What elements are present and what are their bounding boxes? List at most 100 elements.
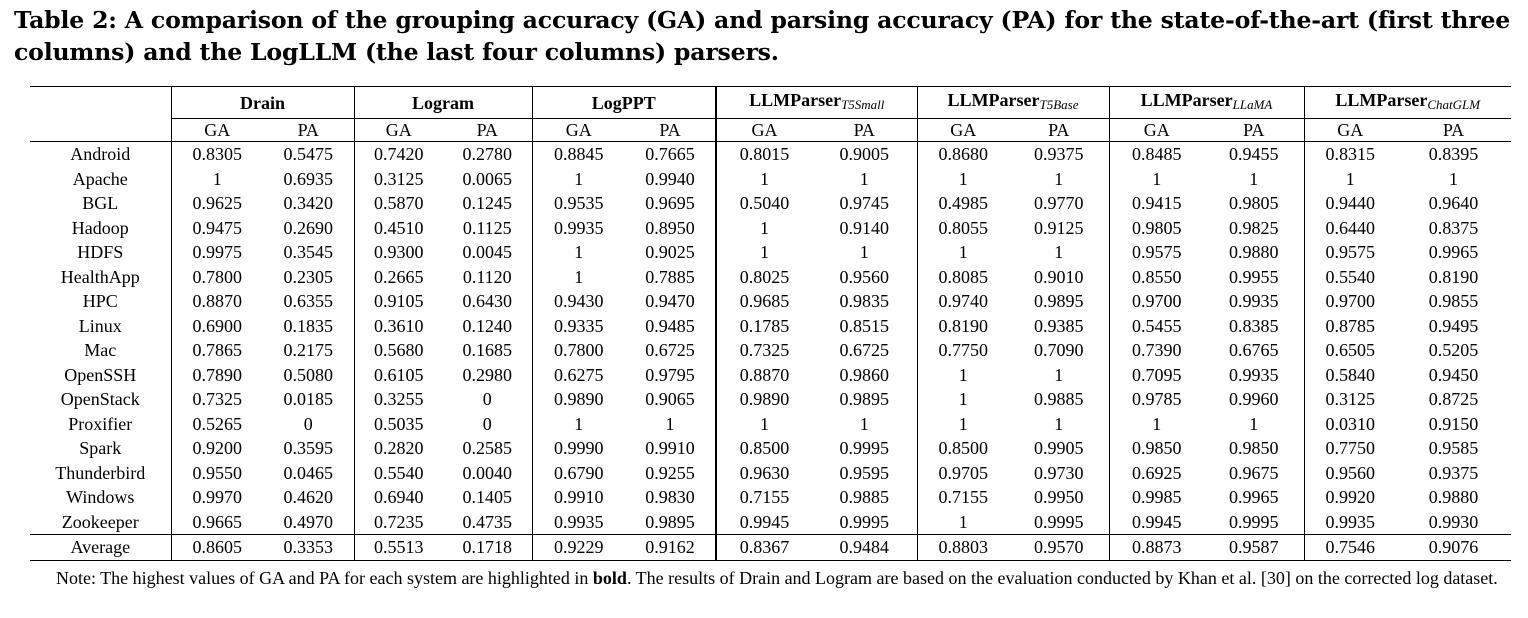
- ga-value: 0.8085: [916, 264, 1009, 289]
- ga-value: 0.3125: [353, 166, 443, 191]
- ga-value: 0.9945: [1108, 509, 1204, 535]
- metric-header: GA: [916, 118, 1009, 142]
- ga-value: 0.5870: [353, 191, 443, 216]
- ga-value: 0.9700: [1108, 289, 1204, 314]
- pa-value: 0.6725: [839, 340, 890, 360]
- pa-value: 0.4735: [462, 511, 513, 532]
- ga-value: 0.9705: [916, 460, 1009, 485]
- pa-value: 0.9935: [1229, 364, 1279, 385]
- ga-value: 1: [531, 166, 625, 191]
- pa-value: 0.9470: [645, 291, 695, 311]
- ga-value: 0.4510: [353, 215, 443, 240]
- ga-value: 0.8785: [1303, 313, 1396, 338]
- ga-value: 0.8873: [1108, 534, 1204, 561]
- ga-value: 0.9850: [1108, 436, 1204, 461]
- pa-value: 0.9940: [645, 168, 695, 189]
- pa-value: 0.9995: [839, 438, 890, 458]
- ga-value: 0.9805: [1108, 215, 1204, 240]
- dataset-name: HPC: [82, 291, 118, 311]
- pa-value: 1: [859, 413, 869, 434]
- pa-value: 0.7885: [645, 266, 695, 287]
- metric-header: PA: [812, 118, 917, 142]
- ga-value: 1: [715, 215, 812, 240]
- metric-header: PA: [1396, 118, 1511, 142]
- ga-value: 0.8315: [1303, 141, 1396, 167]
- ga-value: 1: [531, 240, 625, 265]
- ga-value: 0.2665: [353, 264, 443, 289]
- ga-value: 0.5540: [353, 460, 443, 485]
- pa-value: 0.9960: [1229, 389, 1279, 409]
- ga-value: 0.9985: [1108, 485, 1204, 510]
- dataset-name: Linux: [78, 315, 122, 336]
- pa-value: 0.3420: [283, 193, 334, 213]
- ga-value: 0.9685: [715, 289, 812, 314]
- ga-value: 0.9625: [170, 191, 263, 216]
- ga-value: 0.8870: [170, 289, 263, 314]
- ga-value: 0.9700: [1303, 289, 1396, 314]
- ga-value: 1: [715, 411, 812, 436]
- dataset-name: Spark: [79, 438, 122, 458]
- ga-value: 0.8550: [1108, 264, 1204, 289]
- pa-value: 0.9076: [1396, 534, 1511, 561]
- dataset-name: Windows: [66, 487, 135, 507]
- ga-value: 0.9665: [170, 509, 263, 535]
- metric-header-row: GA PA GA PA GA PA GA PA GA PA GA PA GA PA: [30, 118, 1511, 142]
- pa-value: 0.9855: [1428, 291, 1479, 311]
- pa-value: 1: [1054, 364, 1064, 385]
- system-header: LLMParserT5Small: [715, 86, 917, 119]
- pa-value: 1: [1054, 242, 1064, 262]
- ga-value: 0.8015: [715, 141, 812, 167]
- pa-value: 0.8375: [1428, 217, 1479, 238]
- pa-value: 0.2175: [283, 340, 334, 360]
- ga-value: 0.8803: [916, 534, 1009, 561]
- metric-header: PA: [625, 118, 716, 142]
- system-header: LLMParserChatGLM: [1303, 86, 1511, 119]
- pa-value: 0.2780: [462, 144, 513, 164]
- ga-value: 0.6505: [1303, 338, 1396, 363]
- pa-value: 0.9885: [839, 487, 890, 507]
- ga-value: 0.7865: [170, 338, 263, 363]
- table-row: HealthApp 0.7800 0.2305 0.2665 0.1120 1 0.7885…: [30, 264, 1511, 289]
- pa-value: 0.9825: [1229, 217, 1279, 238]
- table-row: Apache 1 0.6935 0.3125 0.0065 1 0.9940 1 1 1 1 1 1 1 1: [30, 166, 1511, 191]
- pa-value: 0.8515: [839, 315, 890, 336]
- corner-cell: [30, 86, 171, 119]
- pa-value: 0.1245: [462, 193, 513, 213]
- ga-value: 0.2820: [353, 436, 443, 461]
- pa-value: 0.6935: [283, 168, 334, 189]
- ga-value: 0.9475: [170, 215, 263, 240]
- pa-value: 0.9995: [1034, 511, 1084, 532]
- metric-header: PA: [443, 118, 532, 142]
- average-row: Average 0.8605 0.3353 0.5513 0.1718 0.9229 0.9…: [30, 534, 1511, 561]
- pa-value: 0.3353: [263, 534, 354, 561]
- ga-value: 0.9945: [715, 509, 812, 535]
- pa-value: 0.6430: [462, 291, 513, 311]
- ga-value: 0.8055: [916, 215, 1009, 240]
- table-row: OpenSSH 0.7890 0.5080 0.6105 0.2980 0.6275 0.9…: [30, 362, 1511, 387]
- pa-value: 0.9495: [1428, 315, 1479, 336]
- pa-value: 0.0040: [462, 462, 513, 483]
- pa-value: 0.9065: [645, 389, 695, 409]
- pa-value: 0.9905: [1034, 438, 1084, 458]
- ga-value: 0.9560: [1303, 460, 1396, 485]
- pa-value: 0.2585: [462, 438, 513, 458]
- pa-value: 0.9640: [1428, 193, 1479, 213]
- ga-value: 0.9575: [1108, 240, 1204, 265]
- ga-value: 1: [1108, 411, 1204, 436]
- ga-value: 1: [916, 166, 1009, 191]
- pa-value: 0.9005: [839, 144, 890, 164]
- pa-value: 0.1405: [462, 487, 513, 507]
- pa-value: 1: [1054, 168, 1064, 189]
- ga-value: 0.9630: [715, 460, 812, 485]
- pa-value: 0.9930: [1428, 511, 1479, 532]
- table-row: Zookeeper 0.9665 0.4970 0.7235 0.4735 0.9935 0…: [30, 509, 1511, 535]
- metric-header: PA: [263, 118, 354, 142]
- ga-value: 0.6275: [531, 362, 625, 387]
- dataset-name: Zookeeper: [61, 511, 139, 532]
- pa-value: 0.2980: [462, 364, 513, 385]
- ga-value: 0.9935: [1303, 509, 1396, 535]
- pa-value: 0.9255: [645, 462, 695, 483]
- metric-header: GA: [531, 118, 625, 142]
- ga-value: 0.9975: [170, 240, 263, 265]
- ga-value: 0.9575: [1303, 240, 1396, 265]
